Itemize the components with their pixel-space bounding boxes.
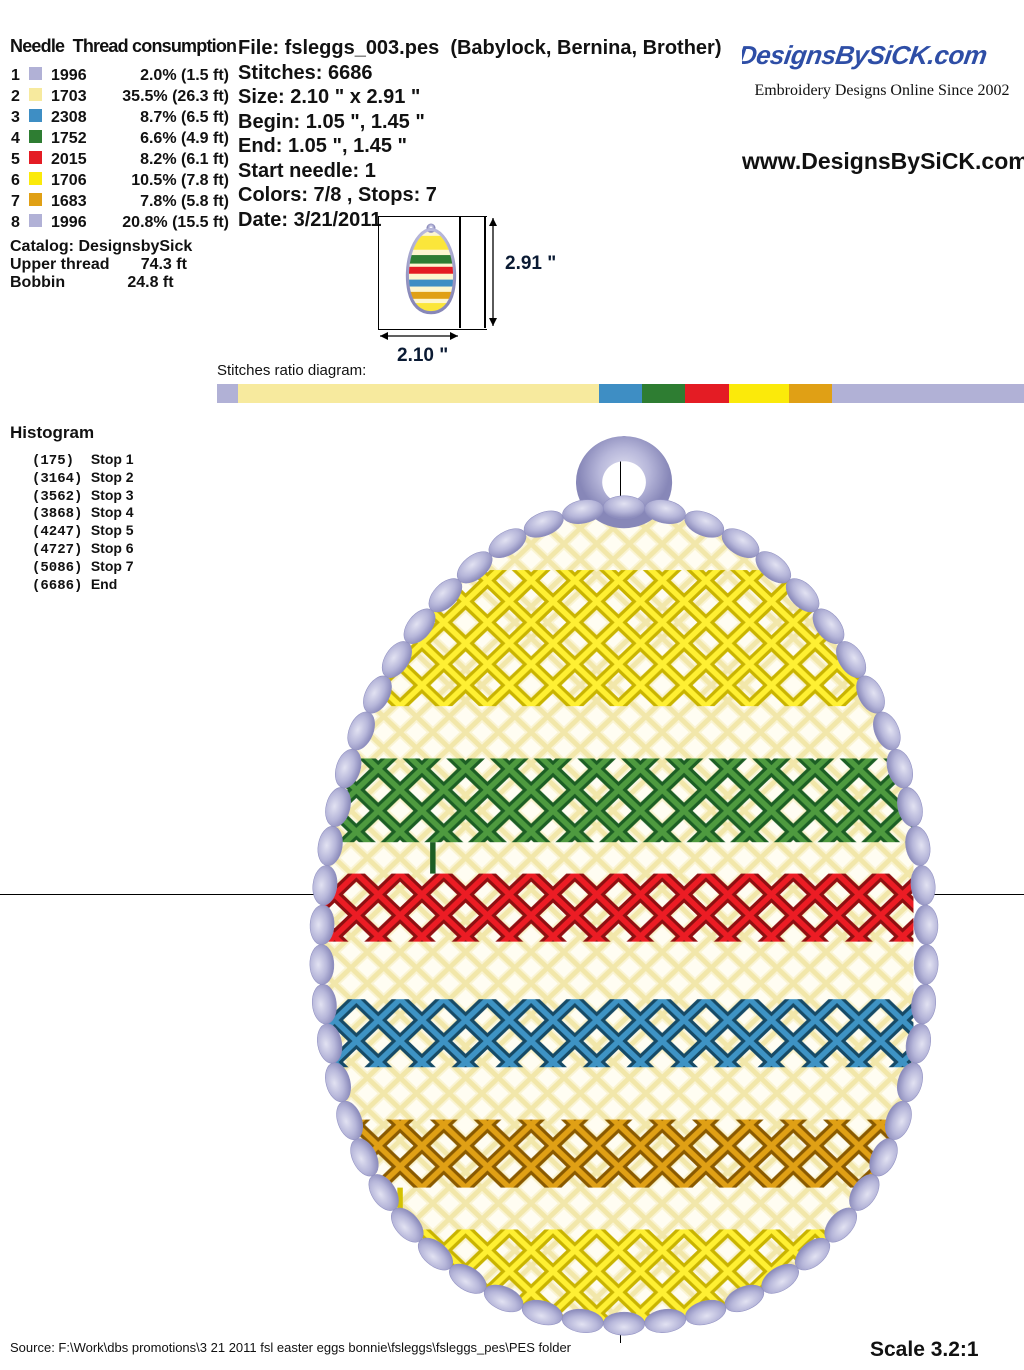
svg-text:DesignsBySiCK.com: DesignsBySiCK.com [742,40,989,70]
